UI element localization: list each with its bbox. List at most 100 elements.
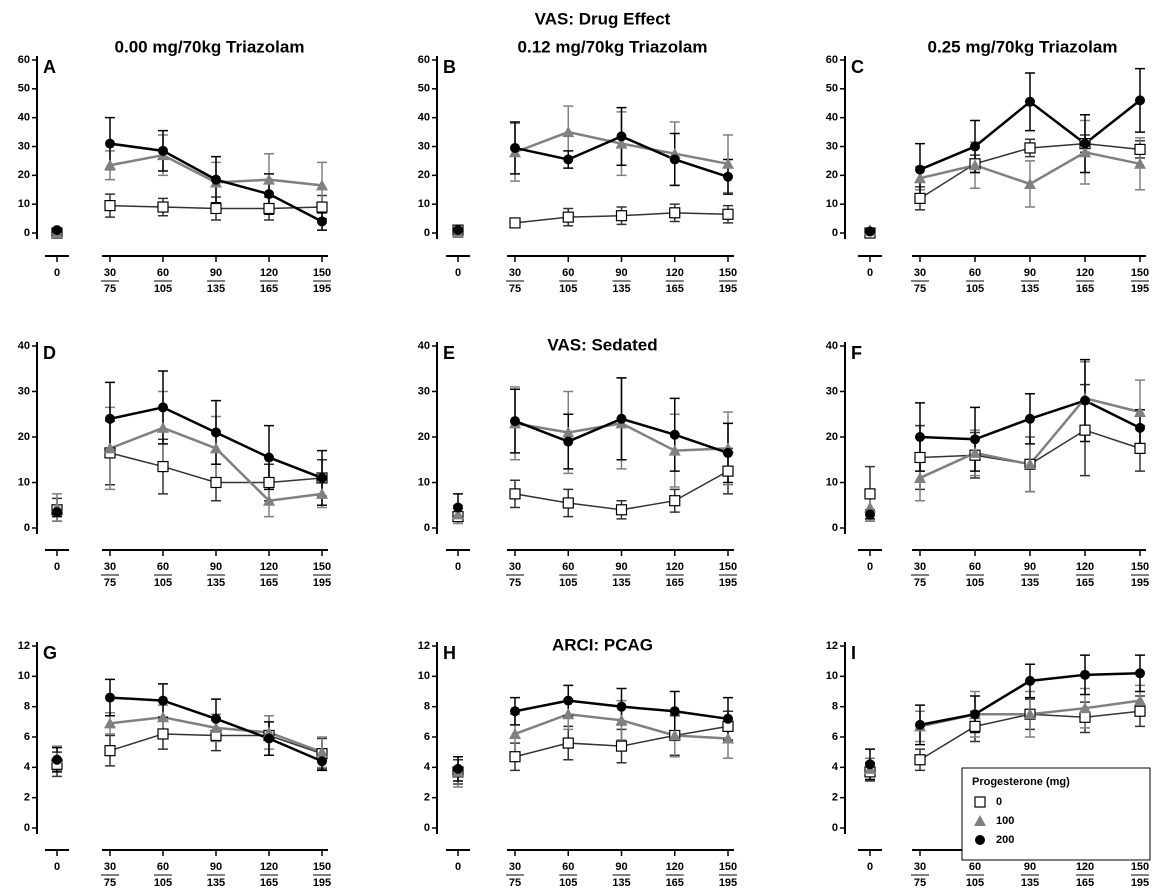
marker-circle: [264, 733, 274, 744]
marker-square: [263, 476, 275, 489]
marker-circle: [723, 447, 733, 458]
marker-square: [669, 207, 681, 219]
x-tick-sublabel: 135: [612, 877, 630, 889]
y-tick-label: 8: [424, 701, 430, 713]
x-tick-sublabel: 75: [104, 877, 116, 889]
marker-triangle: [1134, 157, 1146, 169]
panel-title: 0.00 mg/70kg Triazolam: [115, 37, 305, 56]
marker-triangle: [316, 179, 328, 191]
marker-square: [615, 504, 628, 516]
marker-circle: [723, 171, 733, 182]
x-tick-sublabel: 195: [719, 577, 737, 589]
x-tick-sublabel: 195: [719, 877, 737, 889]
marker-circle: [1135, 668, 1145, 679]
marker-circle: [669, 154, 680, 165]
marker-circle: [211, 427, 221, 438]
marker-square: [157, 728, 169, 740]
x-tick-label: 90: [615, 561, 627, 573]
marker-triangle: [316, 746, 328, 758]
y-tick-label: 60: [418, 54, 430, 66]
x-tick-sublabel: 135: [1021, 283, 1039, 295]
x-tick-label: 60: [157, 561, 169, 573]
marker-triangle: [263, 494, 275, 506]
x-tick-label: 30: [104, 267, 116, 279]
y-tick-label: 0: [424, 822, 430, 834]
panel-label: F: [851, 343, 862, 363]
marker-square: [669, 495, 681, 507]
x-tick-label: 90: [210, 267, 222, 279]
y-tick-label: 10: [18, 670, 30, 682]
x-tick-label: 30: [104, 561, 116, 573]
y-tick-label: 12: [418, 640, 430, 652]
marker-triangle: [316, 487, 328, 499]
marker-triangle: [157, 711, 169, 723]
marker-triangle: [969, 446, 981, 458]
y-tick-label: 40: [418, 340, 430, 352]
x-tick-label: 0: [867, 267, 873, 279]
marker-circle: [723, 713, 733, 724]
marker-circle: [915, 432, 925, 442]
marker-circle: [915, 719, 925, 730]
marker-triangle: [104, 717, 116, 729]
panel-title: 0.12 mg/70kg Triazolam: [518, 37, 708, 56]
x-tick-sublabel: 195: [313, 877, 331, 889]
x-tick-sublabel: 135: [207, 283, 225, 295]
marker-triangle: [1134, 405, 1146, 417]
y-tick-label: 0: [24, 822, 30, 834]
marker-square: [509, 217, 521, 229]
marker-square: [509, 751, 521, 763]
x-tick-label: 30: [104, 861, 116, 873]
y-tick-label: 4: [832, 761, 839, 773]
x-tick-label: 120: [260, 561, 278, 573]
marker-square: [263, 202, 275, 215]
marker-circle: [970, 141, 980, 152]
y-tick-label: 10: [418, 198, 430, 210]
x-tick-label: 90: [210, 861, 222, 873]
marker-square: [615, 210, 628, 222]
x-tick-sublabel: 135: [612, 577, 630, 589]
marker-square: [969, 720, 981, 732]
x-tick-label: 60: [562, 267, 574, 279]
x-tick-sublabel: 105: [154, 877, 172, 889]
x-tick-label: 60: [562, 861, 574, 873]
section-heading: VAS: Drug Effect: [535, 9, 671, 28]
y-tick-label: 6: [24, 731, 30, 743]
marker-circle: [970, 709, 980, 720]
x-tick-label: 150: [1131, 861, 1149, 873]
marker-square: [914, 451, 926, 464]
marker-triangle: [969, 159, 981, 171]
marker-circle: [975, 835, 985, 845]
y-tick-label: 0: [832, 822, 838, 834]
marker-square: [1134, 705, 1146, 717]
legend-box: [961, 767, 1151, 861]
x-tick-label: 60: [157, 267, 169, 279]
marker-circle: [970, 434, 980, 445]
marker-circle: [616, 131, 627, 142]
marker-circle: [158, 402, 168, 413]
marker-circle: [865, 226, 875, 237]
marker-square: [864, 488, 876, 500]
x-tick-label: 30: [509, 861, 521, 873]
x-tick-sublabel: 105: [966, 283, 984, 295]
panel-label: A: [43, 57, 56, 77]
x-tick-sublabel: 135: [1021, 877, 1039, 889]
marker-circle: [865, 509, 875, 520]
marker-triangle: [210, 442, 222, 454]
panel-label: B: [443, 57, 456, 77]
marker-square: [210, 202, 222, 215]
x-tick-sublabel: 195: [313, 283, 331, 295]
marker-circle: [105, 138, 115, 149]
y-tick-label: 20: [18, 431, 30, 443]
x-tick-sublabel: 195: [719, 283, 737, 295]
y-tick-label: 0: [24, 227, 30, 239]
x-tick-sublabel: 135: [612, 283, 630, 295]
marker-circle: [510, 142, 520, 153]
y-tick-label: 10: [418, 476, 430, 488]
marker-triangle: [263, 173, 275, 185]
x-tick-label: 30: [914, 267, 926, 279]
x-tick-label: 30: [914, 861, 926, 873]
marker-circle: [158, 695, 168, 706]
x-tick-sublabel: 105: [966, 577, 984, 589]
marker-triangle: [1024, 708, 1036, 720]
y-tick-label: 40: [18, 340, 30, 352]
